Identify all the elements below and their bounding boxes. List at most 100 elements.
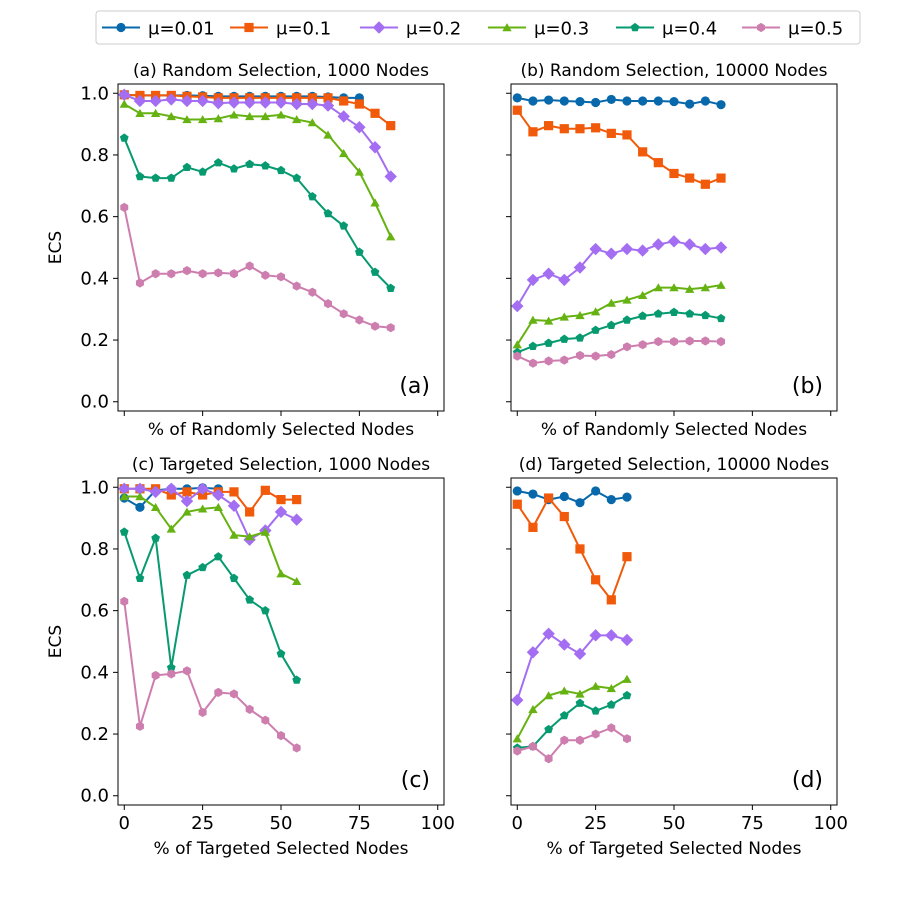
data-point xyxy=(276,494,286,505)
legend-marker xyxy=(630,22,640,32)
data-point xyxy=(135,108,145,118)
data-point xyxy=(685,309,695,318)
data-point xyxy=(150,502,161,512)
legend-marker xyxy=(757,22,765,33)
data-point xyxy=(150,108,161,118)
data-point xyxy=(292,281,301,291)
data-point xyxy=(277,272,285,282)
data-point xyxy=(528,358,537,368)
x-tick-label: 75 xyxy=(348,813,371,834)
data-point xyxy=(544,724,553,734)
series xyxy=(119,527,302,684)
data-point xyxy=(384,170,397,183)
data-point xyxy=(321,99,335,112)
data-point xyxy=(560,355,569,365)
series xyxy=(118,88,397,183)
data-point xyxy=(573,647,587,661)
data-point xyxy=(149,94,162,108)
data-point xyxy=(559,511,569,522)
series xyxy=(512,486,632,508)
y-tick-label: 0.2 xyxy=(80,724,109,745)
data-point xyxy=(292,576,302,586)
data-point xyxy=(260,161,270,170)
data-point xyxy=(606,595,616,605)
data-point xyxy=(511,299,524,313)
data-point xyxy=(290,97,303,111)
data-point xyxy=(637,290,648,300)
data-point xyxy=(166,663,176,672)
series xyxy=(119,492,302,586)
series-line xyxy=(124,495,298,583)
data-point xyxy=(653,309,663,318)
x-tick-label: 50 xyxy=(270,813,293,834)
data-point xyxy=(165,482,178,495)
data-point xyxy=(638,340,647,350)
data-point xyxy=(166,173,176,182)
data-point xyxy=(653,158,663,168)
data-point xyxy=(353,120,366,134)
series xyxy=(511,627,634,707)
data-point xyxy=(575,124,585,134)
data-point xyxy=(119,492,129,501)
data-point xyxy=(165,93,178,106)
data-point xyxy=(229,164,239,173)
panel-tag: (a) xyxy=(399,374,430,399)
series xyxy=(120,202,395,333)
data-point xyxy=(575,689,585,698)
data-point xyxy=(605,629,618,642)
data-point xyxy=(512,734,522,743)
legend-label: μ=0.01 xyxy=(148,19,215,40)
data-point xyxy=(685,173,695,183)
data-point xyxy=(528,489,538,499)
data-point xyxy=(212,488,225,502)
data-point xyxy=(589,629,602,642)
data-point xyxy=(573,261,587,274)
data-point xyxy=(591,351,600,361)
data-point xyxy=(700,310,710,320)
data-point xyxy=(575,698,585,707)
data-point xyxy=(166,524,176,533)
data-point xyxy=(274,96,288,109)
legend-frame xyxy=(95,10,861,45)
data-point xyxy=(118,482,131,495)
data-point xyxy=(667,235,681,248)
data-point xyxy=(120,596,129,606)
data-point xyxy=(669,283,679,292)
legend: μ=0.01 μ=0.1 μ=0.2 μ=0.3 μ=0.4 μ=0.5 xyxy=(95,10,861,45)
data-point xyxy=(559,96,569,106)
data-point xyxy=(636,244,649,257)
data-point xyxy=(214,268,223,278)
data-point xyxy=(620,633,634,647)
data-point xyxy=(511,693,524,707)
x-axis-label: % of Randomly Selected Nodes xyxy=(541,420,807,440)
data-point xyxy=(653,96,663,106)
data-point xyxy=(528,704,538,714)
data-point xyxy=(512,340,522,349)
data-point xyxy=(528,96,538,106)
data-point xyxy=(323,93,333,103)
data-point xyxy=(308,287,317,297)
data-point xyxy=(559,334,569,343)
data-point xyxy=(324,299,332,309)
data-point xyxy=(685,336,694,346)
data-point xyxy=(652,238,665,251)
data-point xyxy=(245,704,254,714)
data-point xyxy=(669,307,679,316)
data-point xyxy=(606,298,616,307)
data-point xyxy=(337,110,350,123)
data-point xyxy=(182,507,192,516)
data-point xyxy=(230,689,238,699)
y-tick-label: 0.6 xyxy=(80,207,109,228)
data-point xyxy=(575,350,584,361)
data-point xyxy=(182,115,192,124)
data-point xyxy=(622,492,632,502)
data-point xyxy=(591,486,601,496)
data-point xyxy=(716,100,726,110)
data-point xyxy=(180,94,194,108)
series xyxy=(511,235,728,313)
y-axis-label: ECS xyxy=(46,231,66,264)
data-point xyxy=(607,349,616,360)
data-point xyxy=(339,309,348,319)
data-point xyxy=(543,316,554,325)
data-point xyxy=(244,111,255,121)
